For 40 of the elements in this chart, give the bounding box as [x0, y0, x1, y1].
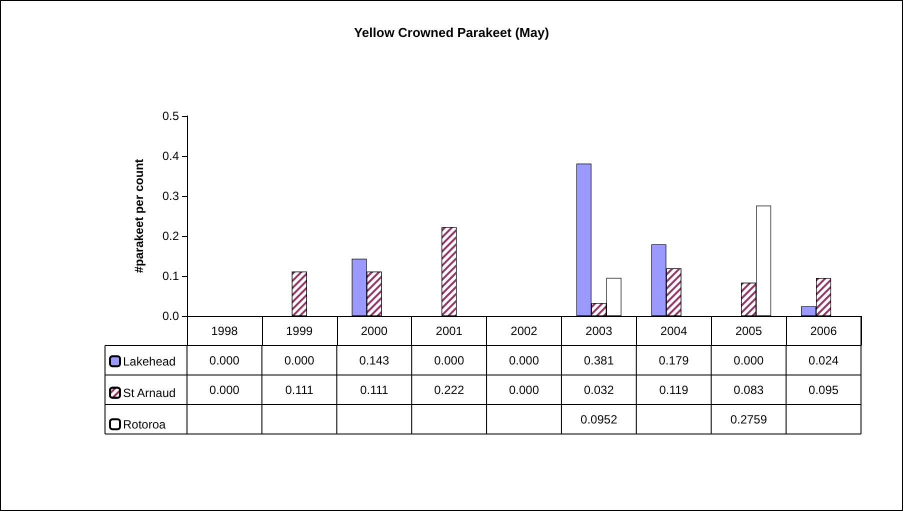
data-label: 0.000	[508, 353, 540, 368]
data-label: 0.143	[359, 353, 390, 368]
x-tick-label: 2006	[810, 324, 838, 338]
legend-label: Lakehead	[123, 354, 176, 368]
y-tick-label: 0.2	[162, 229, 180, 243]
x-tick-label: 2004	[660, 324, 688, 338]
chart-title: Yellow Crowned Parakeet (May)	[354, 25, 550, 40]
x-tick-label: 2003	[586, 324, 613, 338]
y-tick-label: 0.5	[162, 109, 180, 123]
y-axis-title: #parakeet per count	[132, 158, 146, 274]
data-label: 0.119	[659, 382, 689, 397]
data-label: 0.000	[434, 353, 464, 368]
data-label: 0.179	[658, 353, 690, 368]
legend-label: Rotoroa	[123, 417, 166, 432]
x-tick-label: 2002	[510, 324, 538, 338]
data-label: 0.111	[360, 382, 389, 397]
data-label: 0.0952	[580, 412, 618, 426]
y-tick-label: 0.1	[162, 269, 180, 283]
data-label: 0.083	[734, 382, 764, 397]
x-tick-label: 2005	[735, 324, 762, 338]
x-tick-label: 2001	[436, 324, 463, 338]
y-tick-label: 0.4	[162, 149, 180, 163]
data-label: 0.095	[808, 382, 839, 397]
data-label: 0.000	[209, 353, 240, 368]
x-tick-label: 1998	[211, 324, 238, 338]
data-label: 0.000	[284, 353, 315, 368]
data-label: 0.111	[285, 382, 314, 397]
data-label: 0.000	[508, 382, 540, 397]
data-label: 0.024	[808, 353, 839, 368]
data-label: 0.000	[209, 382, 240, 397]
data-label: 0.2759	[730, 412, 768, 426]
data-label: 0.381	[584, 353, 614, 368]
y-tick-label: 0.0	[162, 309, 180, 323]
data-label: 0.000	[734, 353, 764, 368]
data-label: 0.222	[434, 382, 464, 397]
x-tick-label: 2000	[360, 324, 388, 338]
legend-label: St Arnaud	[123, 386, 176, 400]
data-label: 0.032	[584, 382, 614, 397]
y-tick-label: 0.3	[162, 189, 180, 203]
x-tick-label: 1999	[286, 324, 314, 338]
